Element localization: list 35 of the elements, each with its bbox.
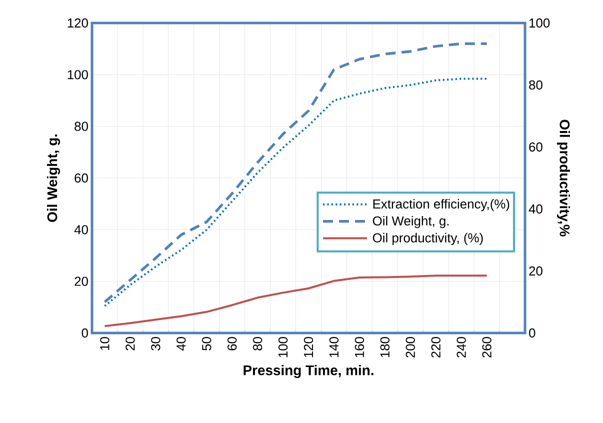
x-tick-label: 10 [100, 337, 110, 350]
x-tick-label: 20 [126, 337, 135, 350]
y-axis-title: Oil Weight, g. [46, 134, 60, 222]
x-tick-label: 140 [329, 337, 339, 358]
y2-tick-label: 80 [529, 80, 542, 90]
y2-axis-title: Oil productivity,% [556, 120, 570, 236]
legend-label: Oil Weight, g. [372, 216, 449, 228]
legend-label: Extraction efficiency,(%) [373, 199, 510, 212]
y2-tick-label: 100 [530, 18, 550, 28]
y-tick-label: 120 [68, 18, 88, 28]
y-tick-label: 0 [82, 328, 88, 338]
x-tick-label: 120 [304, 337, 314, 358]
y-tick-label: 20 [74, 276, 88, 286]
x-tick-label: 40 [176, 337, 186, 351]
y2-tick-label: 40 [528, 204, 542, 214]
x-tick-label: 240 [456, 337, 466, 358]
x-tick-label: 220 [431, 337, 440, 358]
y-tick-label: 40 [74, 225, 88, 234]
x-tick-label: 200 [406, 337, 415, 358]
x-tick-label: 50 [202, 337, 212, 350]
x-tick-label: 100 [278, 337, 288, 358]
legend-label: Oil productivity, (%) [372, 232, 483, 246]
y-tick-label: 60 [74, 173, 88, 183]
x-tick-label: 80 [252, 337, 262, 350]
x-tick-label: 60 [228, 337, 237, 350]
y2-tick-label: 20 [529, 266, 542, 276]
y2-tick-label: 60 [529, 142, 542, 152]
x-tick-label: 160 [354, 337, 364, 358]
x-tick-label: 260 [482, 337, 492, 358]
y2-tick-label: 0 [529, 328, 536, 338]
y-tick-label: 80 [74, 122, 88, 131]
x-tick-label: 30 [151, 337, 160, 350]
x-tick-label: 180 [380, 337, 390, 358]
y-tick-label: 100 [68, 70, 88, 80]
x-axis-title: Pressing Time, min. [244, 364, 374, 378]
